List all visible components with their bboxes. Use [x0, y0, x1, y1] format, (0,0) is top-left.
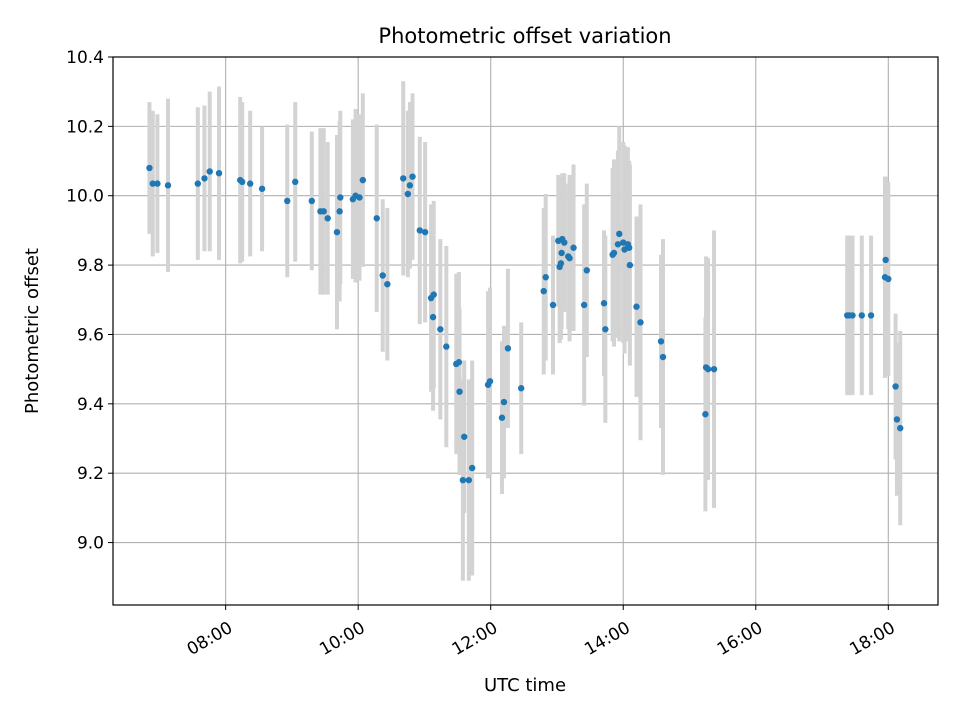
data-point — [465, 476, 473, 484]
data-point — [437, 326, 444, 333]
data-point — [549, 301, 557, 309]
data-point — [379, 272, 386, 279]
data-point — [702, 411, 709, 418]
data-point — [657, 338, 665, 345]
data-point — [359, 176, 367, 184]
data-point — [146, 164, 153, 172]
data-point — [459, 476, 467, 484]
data-point — [164, 182, 172, 189]
data-point — [897, 424, 904, 432]
data-point — [610, 249, 618, 257]
y-tick-label: 10.0 — [66, 187, 104, 207]
data-point — [570, 244, 577, 251]
data-point — [308, 197, 315, 205]
data-point — [409, 173, 416, 180]
data-point — [456, 388, 463, 395]
y-tick-label: 9.2 — [77, 464, 104, 484]
data-point — [659, 353, 667, 361]
y-tick-label: 9.8 — [77, 256, 104, 276]
data-point — [614, 241, 622, 248]
data-point — [406, 182, 414, 189]
data-point — [258, 185, 266, 192]
data-point — [337, 194, 344, 201]
data-point — [504, 345, 512, 352]
data-point — [892, 383, 899, 390]
data-point — [468, 464, 476, 472]
data-point — [356, 194, 363, 201]
data-point — [246, 180, 254, 187]
data-point — [498, 414, 506, 421]
data-point — [704, 365, 712, 373]
data-point — [201, 175, 208, 182]
data-point — [517, 385, 525, 392]
y-tick-label: 10.2 — [66, 117, 104, 137]
data-points — [146, 164, 904, 484]
y-tick-label: 9.4 — [77, 395, 104, 415]
data-point — [333, 228, 341, 236]
data-point — [600, 300, 608, 307]
data-point — [633, 303, 640, 310]
data-point — [583, 267, 590, 274]
data-point — [882, 256, 889, 264]
data-point — [455, 359, 463, 366]
data-point — [461, 433, 468, 440]
data-point — [542, 274, 549, 281]
data-point — [336, 208, 343, 215]
data-point — [215, 169, 223, 177]
data-point — [616, 230, 623, 238]
data-point — [292, 178, 299, 186]
data-point — [557, 260, 565, 267]
data-point — [580, 301, 588, 309]
data-point — [416, 227, 424, 234]
data-point — [893, 416, 901, 423]
data-point — [429, 313, 437, 321]
data-point — [858, 312, 865, 319]
y-tick-label: 9.0 — [77, 534, 104, 554]
data-point — [239, 178, 246, 186]
data-point — [486, 378, 494, 385]
y-tick-label: 9.6 — [77, 325, 104, 345]
data-point — [540, 287, 547, 295]
data-point — [566, 254, 573, 262]
plot-frame — [112, 56, 939, 606]
data-point — [320, 208, 327, 215]
y-axis-title: Photometric offset — [22, 248, 43, 414]
data-point — [602, 326, 609, 333]
data-point — [421, 228, 429, 236]
data-point — [404, 190, 412, 198]
data-point — [849, 312, 856, 319]
data-point — [443, 343, 450, 350]
x-axis-title: UTC time — [484, 675, 566, 696]
data-point — [284, 197, 291, 205]
data-point — [626, 244, 633, 251]
y-tick-label: 10.4 — [66, 48, 104, 68]
data-point — [373, 215, 380, 222]
data-point — [867, 312, 875, 319]
data-point — [384, 280, 391, 288]
data-point — [558, 249, 565, 257]
data-point — [149, 180, 156, 187]
data-point — [206, 168, 213, 175]
chart-title: Photometric offset variation — [378, 24, 671, 48]
data-point — [637, 319, 644, 326]
data-point — [500, 398, 508, 406]
data-point — [561, 239, 568, 246]
data-point — [324, 215, 331, 222]
data-point — [710, 365, 718, 373]
data-point — [430, 291, 437, 298]
data-point — [194, 180, 202, 187]
y-axis: 9.0 9.2 9.4 9.6 9.8 10.0 10.2 10.4 — [66, 48, 113, 554]
data-point — [154, 180, 161, 187]
data-point — [885, 275, 892, 283]
data-point — [626, 261, 634, 269]
data-point — [400, 175, 407, 182]
